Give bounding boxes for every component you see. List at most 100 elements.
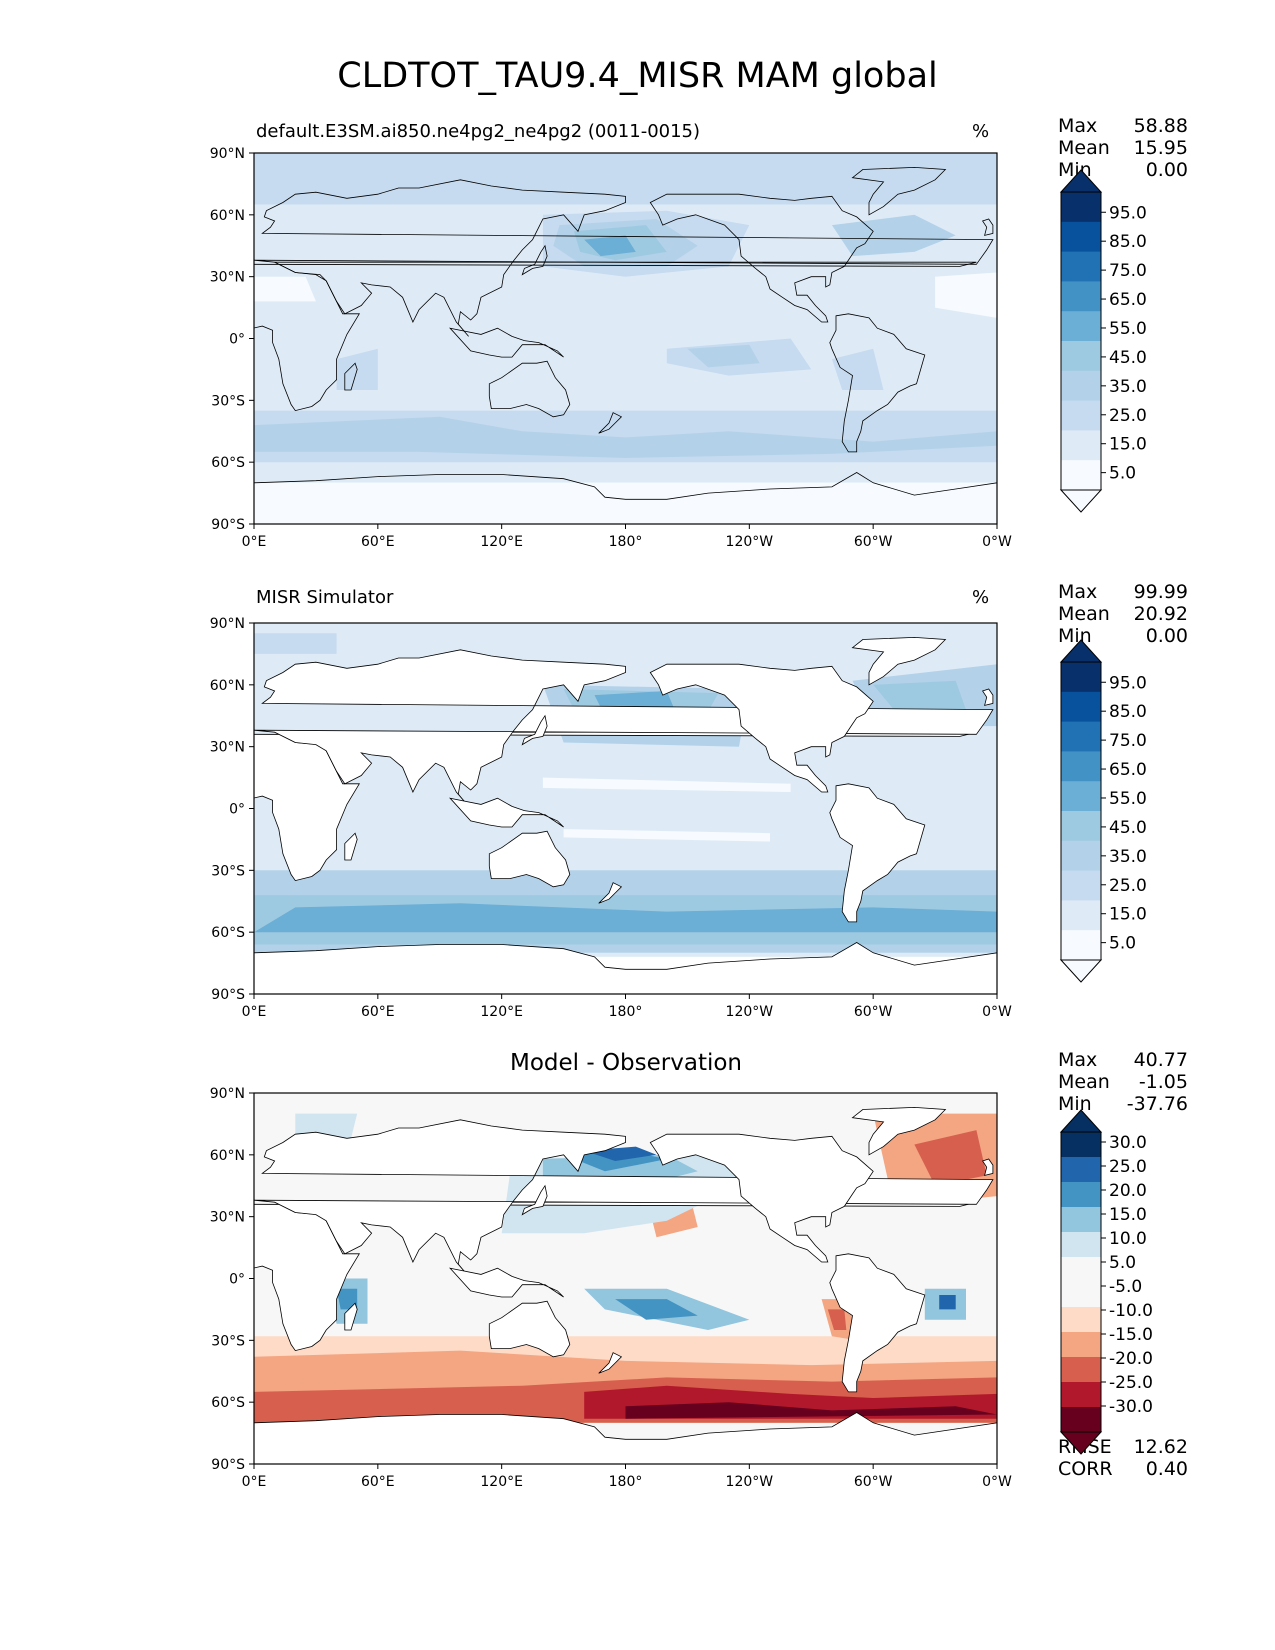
stat-value: 15.95 <box>1133 137 1188 159</box>
south-america-outline <box>829 313 926 453</box>
lat-tick-label: 90°N <box>210 1086 245 1102</box>
colorbar-tick-label: 35.0 <box>1109 847 1147 867</box>
metric-value: 12.62 <box>1133 1436 1188 1458</box>
field-contour <box>615 1299 698 1320</box>
north-america-outline <box>649 663 874 793</box>
colorbar-tick-label: 65.0 <box>1109 760 1147 780</box>
colorbar-tick-label: 5.0 <box>1109 464 1136 484</box>
field-contour <box>254 482 997 524</box>
field-contour <box>687 344 760 368</box>
metric-label: CORR <box>1058 1458 1113 1480</box>
stat-value: 58.88 <box>1133 115 1188 137</box>
colorbar-tick-label: 15.0 <box>1109 905 1147 925</box>
field-contour <box>831 214 956 257</box>
lat-tick-label: 60°N <box>210 1148 245 1164</box>
colorbar-extend-max <box>1059 169 1103 193</box>
colorbar-segment <box>1061 781 1101 812</box>
colorbar-segment <box>1061 370 1101 402</box>
africa-outline <box>254 261 977 412</box>
colorbar-tick-label: 15.0 <box>1109 1205 1147 1225</box>
field-contour <box>625 1402 997 1419</box>
colorbar-segment <box>1061 1257 1101 1283</box>
colorbar-extend-min <box>1059 489 1103 513</box>
stat-value: 20.92 <box>1133 603 1188 625</box>
colorbar-tick-label: 30.0 <box>1109 1133 1147 1153</box>
field-contour <box>563 829 770 842</box>
stat-label: Mean <box>1058 603 1110 625</box>
lon-tick-label: 0°E <box>242 1474 267 1490</box>
colorbar-tick-label: -10.0 <box>1109 1301 1153 1321</box>
lat-tick-label: 0° <box>229 332 245 348</box>
lon-tick-label: 0°E <box>242 1004 267 1020</box>
lon-tick-label: 0°W <box>982 534 1012 550</box>
colorbar-segment <box>1061 1307 1101 1333</box>
stat-label: Min <box>1058 1093 1092 1115</box>
colorbar-tick-label: 15.0 <box>1109 435 1147 455</box>
colorbar-tick-label: 75.0 <box>1109 731 1147 751</box>
colorbar-segment <box>1061 341 1101 372</box>
colorbar-tick-label: 45.0 <box>1109 348 1147 368</box>
data-field <box>254 623 997 994</box>
colorbar-segment <box>1061 430 1101 461</box>
north-america-outline <box>649 193 874 323</box>
data-field <box>254 1093 997 1464</box>
colorbar-segment <box>1061 691 1101 723</box>
eurasia-outline <box>254 179 994 337</box>
lon-tick-label: 60°W <box>854 1474 893 1490</box>
uk-outline <box>981 688 994 706</box>
field-contour <box>254 153 997 205</box>
colorbar-segment <box>1061 751 1101 782</box>
greenland-outline <box>851 166 947 216</box>
colorbar-frame <box>1060 661 1102 961</box>
stat-label: Mean <box>1058 137 1110 159</box>
lat-tick-label: 0° <box>229 1272 245 1288</box>
greenland-outline <box>851 636 947 686</box>
lat-tick-label: 60°N <box>210 678 245 694</box>
indonesia-outline <box>448 797 564 828</box>
lat-tick-label: 60°S <box>211 455 245 471</box>
field-contour <box>254 633 337 654</box>
field-contour <box>336 1288 358 1310</box>
colorbar-segment <box>1061 900 1101 931</box>
field-contour <box>914 1130 987 1186</box>
australia-outline <box>488 830 571 888</box>
lat-tick-label: 60°N <box>210 208 245 224</box>
madagascar-outline <box>344 1302 358 1331</box>
colorbar-tick-label: -15.0 <box>1109 1325 1153 1345</box>
panel-units: % <box>972 587 990 608</box>
colorbar-segment <box>1061 1207 1101 1233</box>
stat-value: -37.76 <box>1126 1093 1188 1115</box>
south-america-outline <box>829 783 926 923</box>
colorbar-segment <box>1061 1182 1101 1208</box>
colorbar-segment <box>1061 840 1101 872</box>
field-contour <box>542 777 791 792</box>
colorbar-tick-label: 55.0 <box>1109 789 1147 809</box>
lat-tick-label: 30°N <box>210 740 245 756</box>
data-field <box>254 153 997 524</box>
colorbar-extend-max <box>1059 1109 1103 1133</box>
colorbar-tick-label: 85.0 <box>1109 702 1147 722</box>
field-contour <box>584 235 636 257</box>
madagascar-outline <box>344 362 358 391</box>
colorbar-tick-label: 10.0 <box>1109 1229 1147 1249</box>
lon-tick-label: 120°W <box>726 534 774 550</box>
colorbar-segment <box>1061 281 1101 312</box>
lon-tick-label: 120°W <box>726 1474 774 1490</box>
map-panel-3: 90°N 60°N 30°N 0° 30°S 60°S 90°S0°E 60°E 120°E 18… <box>210 1086 1012 1490</box>
lon-tick-label: 60°E <box>361 1004 395 1020</box>
colorbar-segment <box>1061 460 1101 491</box>
colorbar-segment <box>1061 192 1101 223</box>
field-contour <box>873 680 966 710</box>
colorbar-segment <box>1061 1132 1101 1158</box>
map-panel-1: 90°N 60°N 30°N 0° 30°S 60°S 90°S0°E 60°E 120°E 18… <box>210 146 1012 550</box>
australia-outline <box>488 360 571 418</box>
lon-tick-label: 0°E <box>242 534 267 550</box>
lat-tick-label: 90°N <box>210 616 245 632</box>
colorbar-2: 95.0 85.0 75.0 65.0 55.0 45.0 35.0 25.0 15.0 5.0 <box>1059 639 1147 983</box>
stat-value: 0.00 <box>1145 159 1188 181</box>
eurasia-outline <box>254 649 994 807</box>
colorbar-tick-label: -30.0 <box>1109 1397 1153 1417</box>
colorbar-segment <box>1061 1382 1101 1408</box>
stats-block: Max 40.77 Mean -1.05 Min -37.76 <box>1058 1049 1188 1115</box>
colorbar-tick-label: 5.0 <box>1109 934 1136 954</box>
